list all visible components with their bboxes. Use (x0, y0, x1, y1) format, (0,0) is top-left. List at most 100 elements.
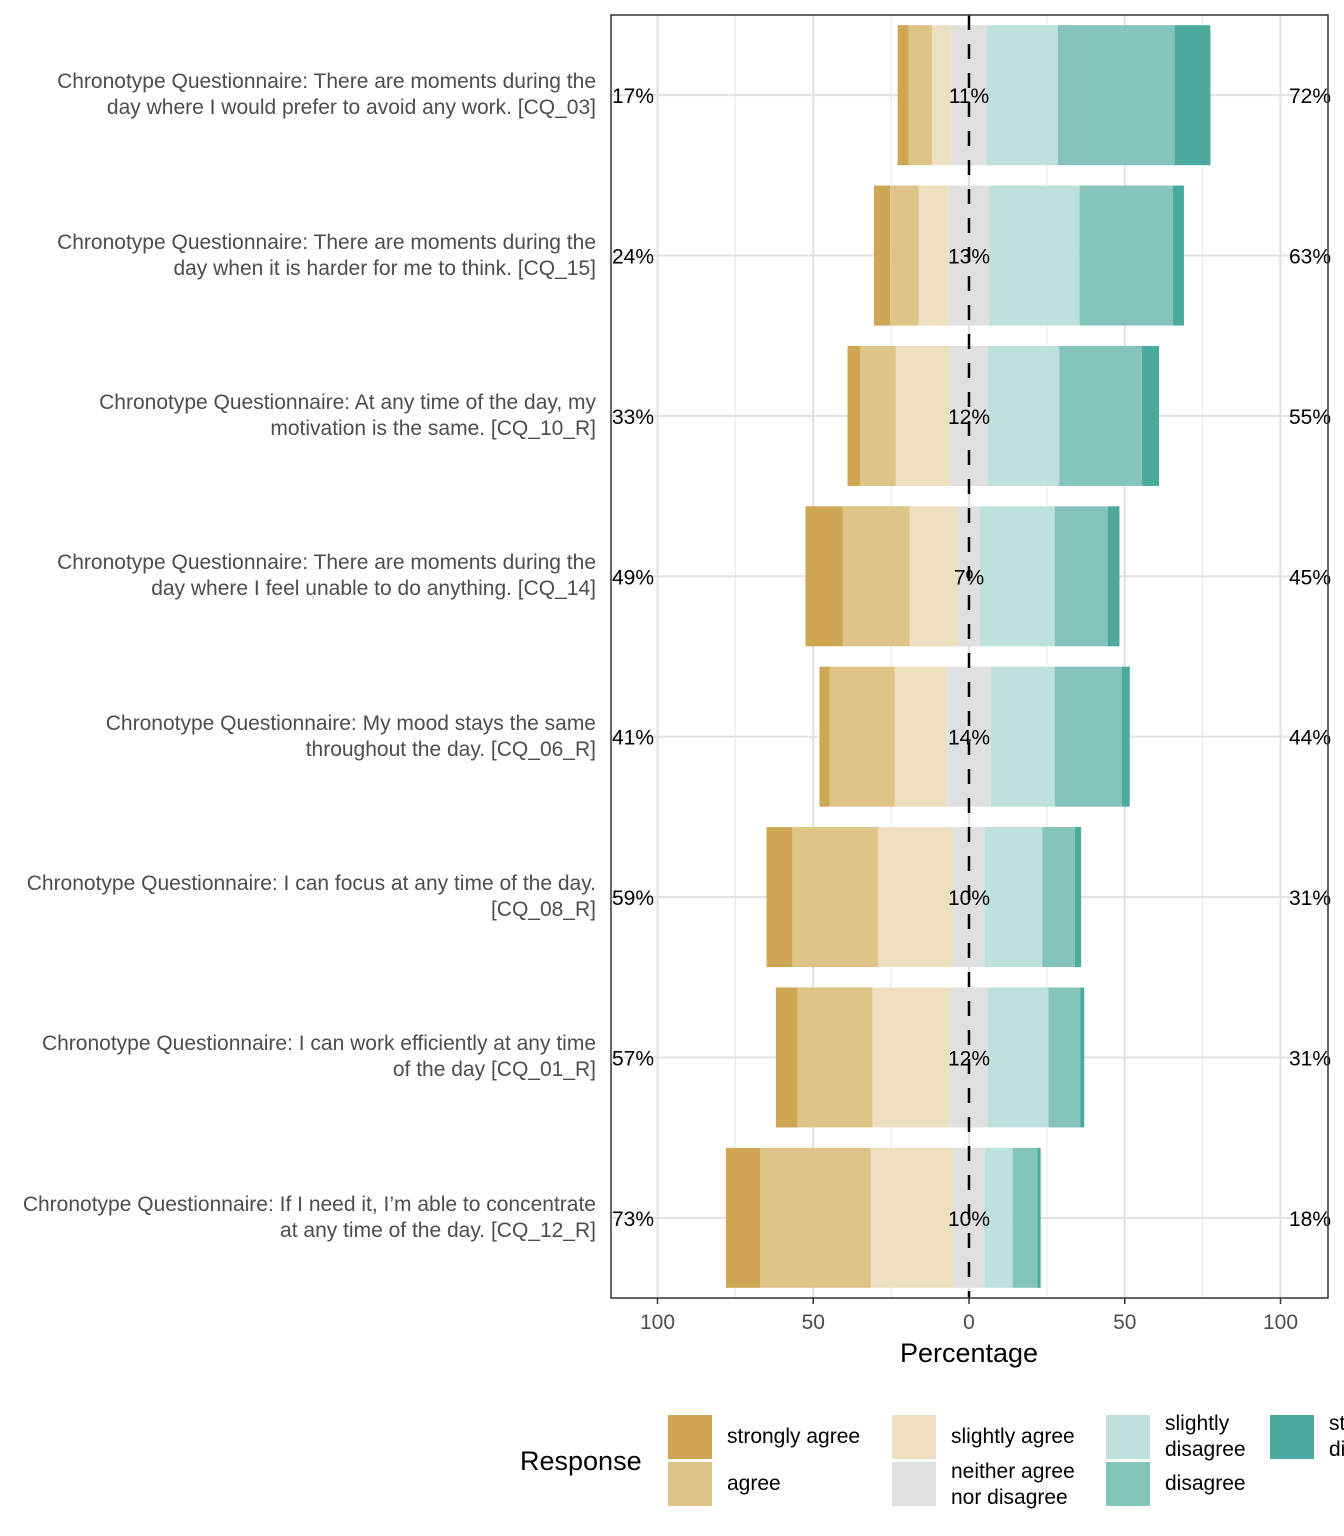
center-percent-label: 7% (954, 566, 984, 589)
x-tick-label: 100 (1263, 1311, 1298, 1334)
bar-segment-agree (842, 506, 910, 647)
left-percent-label: 24% (612, 246, 654, 269)
question-label: Chronotype Questionnaire: There are mome… (57, 551, 596, 601)
bar-segment-slightly-disagree (990, 666, 1055, 807)
bar-segment-strongly-disagree (1074, 827, 1082, 968)
bar-segment-slightly-agree (872, 987, 951, 1128)
bar-segment-slightly-disagree (979, 506, 1055, 647)
question-label: Chronotype Questionnaire: My mood stays … (105, 711, 596, 761)
question-label: Chronotype Questionnaire: If I need it, … (22, 1192, 596, 1242)
bar-segment-disagree (1079, 185, 1174, 326)
bar-segment-slightly-agree (931, 25, 952, 166)
bar-segment-strongly-agree (766, 827, 793, 968)
bar-segment-strongly-agree (775, 987, 798, 1128)
x-tick-label: 50 (802, 1311, 825, 1334)
center-percent-label: 10% (948, 1208, 990, 1231)
legend-key-agree (668, 1462, 712, 1506)
bar-segment-slightly-agree (870, 1147, 954, 1288)
center-percent-label: 12% (948, 406, 990, 429)
right-percent-label: 18% (1289, 1208, 1331, 1231)
bar-segment-agree (760, 1147, 871, 1288)
legend-label: slightly agree (951, 1425, 1075, 1448)
legend-label: stronglydisagree (1329, 1412, 1344, 1461)
right-percent-label: 31% (1289, 1047, 1331, 1070)
legend-key-neither-agree-nor-disagree (892, 1462, 936, 1506)
bar-segment-agree (908, 25, 932, 166)
bar-segment-agree (890, 185, 919, 326)
question-label: Chronotype Questionnaire: I can focus at… (26, 872, 596, 922)
legend-key-slightly-disagree (1106, 1415, 1150, 1459)
center-percent-label: 12% (948, 1047, 990, 1070)
left-percent-label: 41% (612, 727, 654, 750)
legend-title: Response (520, 1446, 642, 1476)
bar-segment-slightly-agree (894, 666, 948, 807)
bar-segment-slightly-disagree (987, 345, 1060, 486)
bar-segment-slightly-disagree (986, 25, 1058, 166)
legend-key-strongly-disagree (1270, 1415, 1314, 1459)
bar-segment-strongly-agree (805, 506, 843, 647)
bar-segment-strongly-agree (847, 345, 860, 486)
legend-label: agree (727, 1472, 781, 1495)
x-axis: 100 50 0 50 100 (640, 1298, 1298, 1334)
bar-segment-disagree (1054, 506, 1108, 647)
bar-segment-slightly-disagree (984, 827, 1043, 968)
bar-segment-strongly-agree (726, 1147, 761, 1288)
bar-segment-agree (797, 987, 873, 1128)
bar-segment-disagree (1042, 827, 1075, 968)
center-percent-label: 11% (949, 85, 989, 108)
bar-segment-strongly-disagree (1080, 987, 1085, 1128)
bar-segment-disagree (1012, 1147, 1038, 1288)
right-percent-label: 63% (1289, 246, 1331, 269)
right-percent-label: 55% (1289, 406, 1331, 429)
left-percent-label: 73% (612, 1208, 654, 1231)
question-label: Chronotype Questionnaire: There are mome… (57, 70, 596, 120)
legend-key-slightly-agree (892, 1415, 936, 1459)
legend-key-strongly-agree (668, 1415, 712, 1459)
right-percent-label: 44% (1289, 727, 1331, 750)
bar-segment-agree (859, 345, 896, 486)
left-percent-label: 17% (612, 85, 654, 108)
x-axis-title: Percentage (900, 1338, 1038, 1368)
bar-segment-strongly-disagree (1121, 666, 1130, 807)
center-percent-label: 13% (948, 246, 990, 269)
bar-segment-slightly-disagree (989, 185, 1080, 326)
bar-segment-strongly-agree (897, 25, 909, 166)
legend-key-disagree (1106, 1462, 1150, 1506)
bar-segment-strongly-disagree (1173, 185, 1184, 326)
left-percent-label: 57% (612, 1047, 654, 1070)
left-percent-label: 59% (612, 887, 654, 910)
legend-label: slightly disagree (1165, 1412, 1246, 1461)
legend-label: strongly agree (727, 1425, 861, 1448)
bar-segment-disagree (1059, 345, 1142, 486)
bar-segment-agree (829, 666, 895, 807)
x-tick-label: 50 (1113, 1311, 1136, 1334)
bar-segment-slightly-agree (909, 506, 959, 647)
bar-segment-strongly-disagree (1174, 25, 1211, 166)
right-percent-label: 45% (1289, 566, 1331, 589)
bar-segment-slightly-agree (878, 827, 954, 968)
percent-labels: 17% 11% 72% 24% 13% 63% 33% 12% 55% 49% 7% 45% 41% 14… (612, 85, 1331, 1231)
bar-segment-strongly-disagree (1037, 1147, 1041, 1288)
question-label: Chronotype Questionnaire: I can work eff… (41, 1032, 596, 1082)
right-percent-label: 72% (1289, 85, 1331, 108)
left-percent-label: 49% (612, 566, 654, 589)
bar-segment-slightly-disagree (984, 1147, 1013, 1288)
bar-segment-strongly-disagree (1141, 345, 1160, 486)
bar-segment-disagree (1057, 25, 1175, 166)
center-percent-label: 10% (948, 887, 990, 910)
bar-segment-agree (792, 827, 879, 968)
question-label: Chronotype Questionnaire: There are mome… (57, 230, 596, 280)
x-tick-label: 0 (963, 1311, 975, 1334)
center-percent-label: 14% (948, 727, 990, 750)
left-percent-label: 33% (612, 406, 654, 429)
bar-segment-disagree (1048, 987, 1081, 1128)
legend-label: disagree (1165, 1472, 1246, 1495)
bars (726, 15, 1211, 1298)
bar-segment-strongly-disagree (1107, 506, 1120, 647)
bar-segment-strongly-agree (819, 666, 830, 807)
bar-segment-strongly-agree (873, 185, 891, 326)
legend-label: neither agree nor disagree (951, 1460, 1075, 1509)
bar-segment-slightly-agree (918, 185, 949, 326)
question-label: Chronotype Questionnaire: At any time of… (99, 390, 596, 440)
